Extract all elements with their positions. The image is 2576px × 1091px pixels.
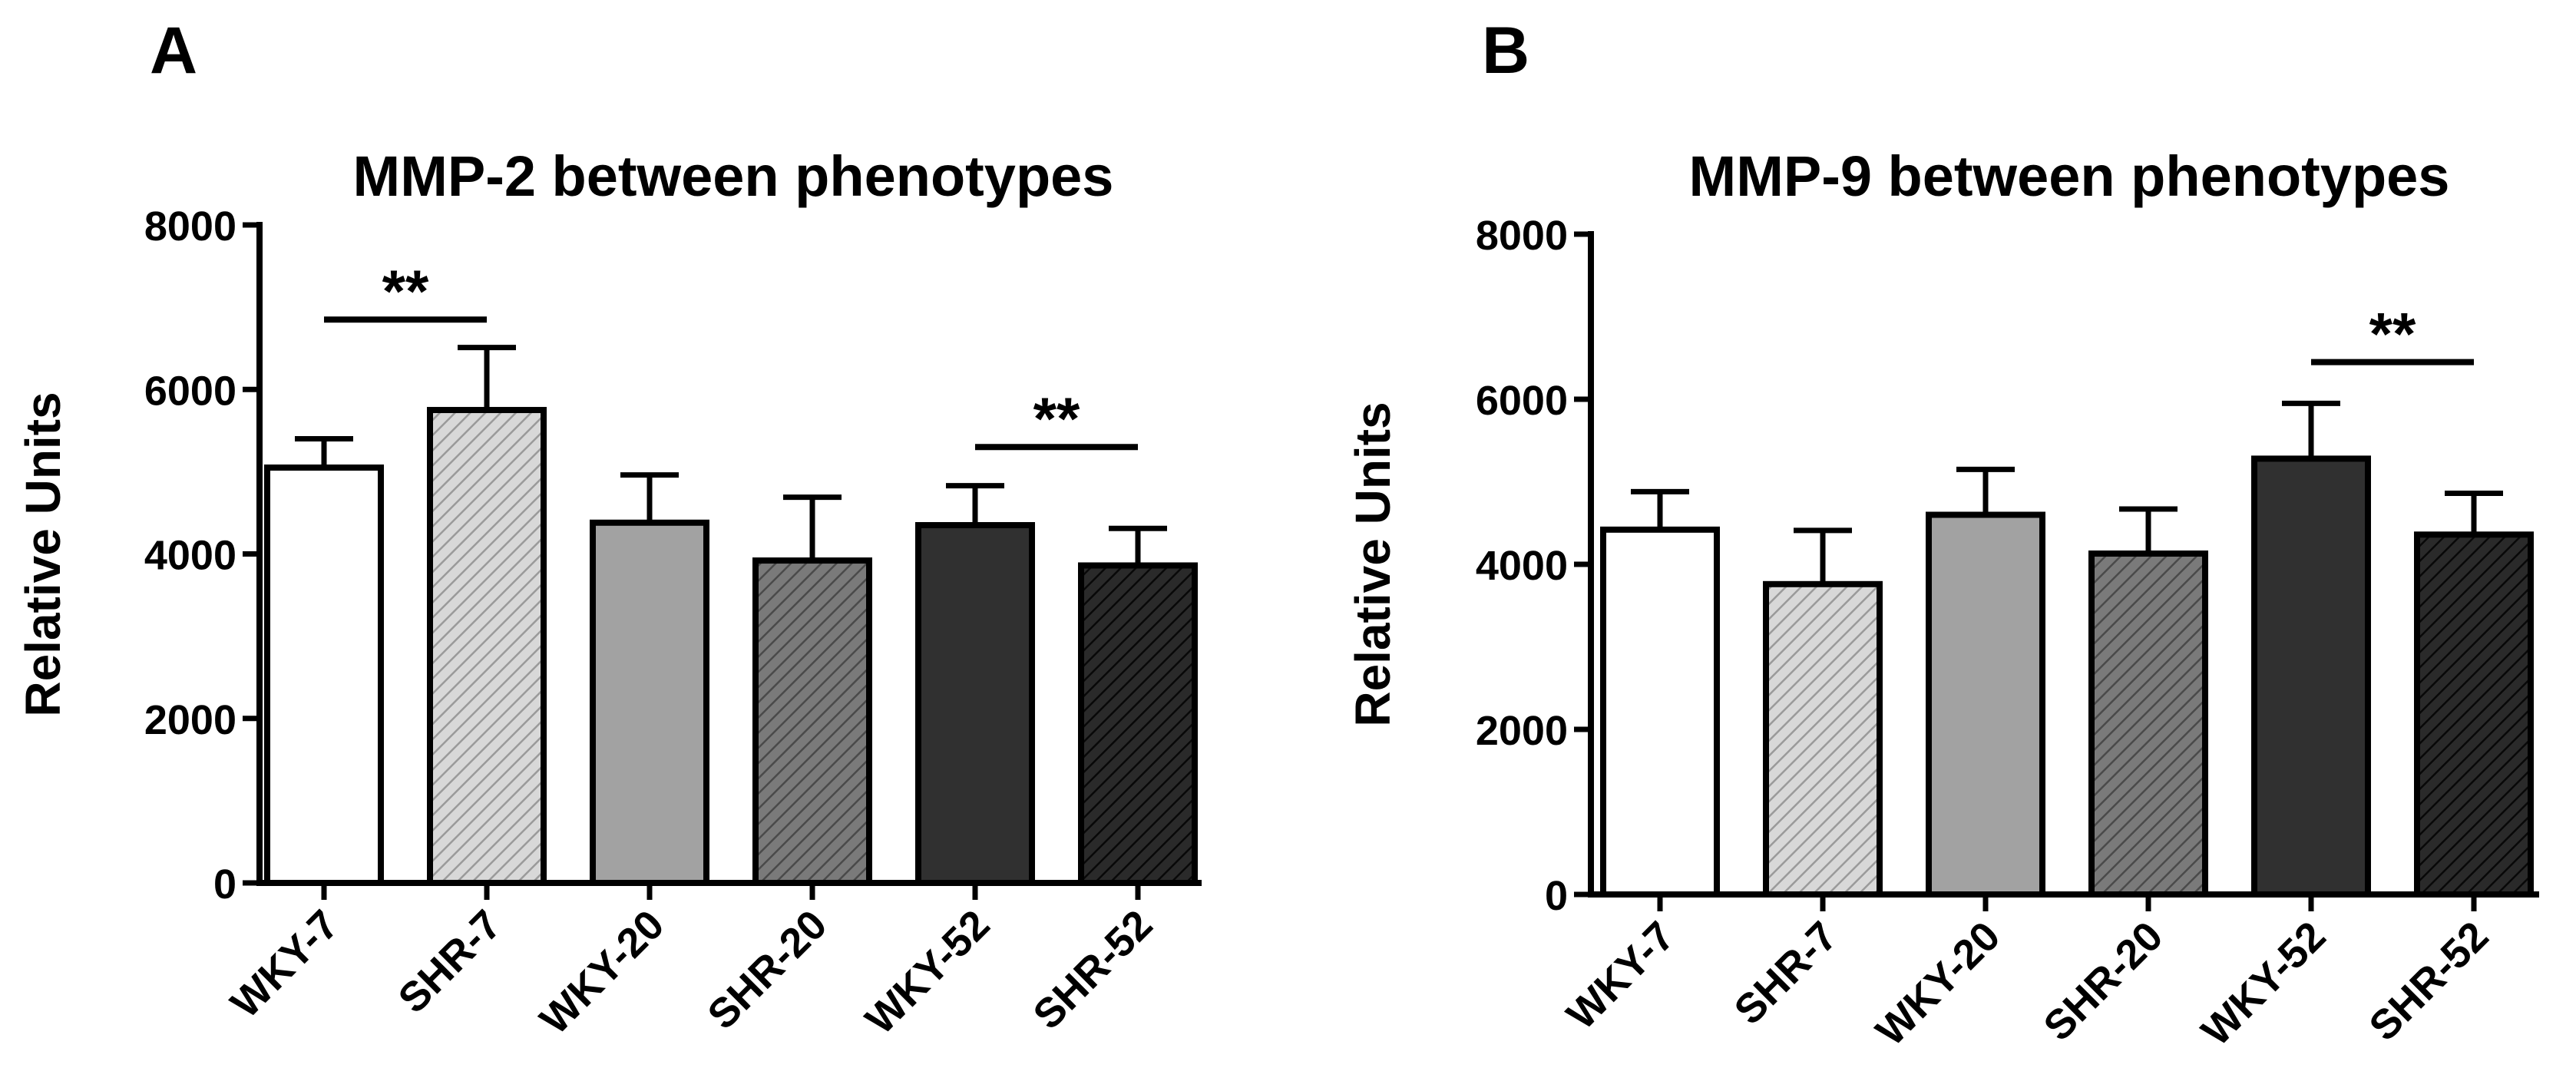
- y-axis-label: Relative Units: [15, 392, 71, 716]
- y-tick-label: 8000: [144, 203, 236, 250]
- x-tick-label: SHR-7: [1725, 913, 1846, 1033]
- panel-label: A: [150, 14, 197, 88]
- x-tick-label: SHR-20: [2035, 913, 2171, 1050]
- significance-label: **: [2369, 300, 2416, 368]
- bar: [427, 407, 547, 886]
- bar: [1078, 562, 1198, 886]
- x-tick-label: WKY-52: [857, 901, 999, 1043]
- y-tick-label: 6000: [1476, 378, 1568, 424]
- x-tick-label: WKY-7: [222, 901, 347, 1027]
- y-tick-label: 0: [1545, 873, 1568, 919]
- y-tick-label: 2000: [144, 697, 236, 743]
- bar: [752, 557, 872, 886]
- chart-panel-b: B MMP-9 between phenotypes Relative Unit…: [1345, 14, 2539, 1055]
- bar: [2088, 550, 2208, 898]
- plot-area: 0 2000 4000 6000 8000 WKY-7 SHR-7 WKY-20 SHR-20 W…: [1476, 213, 2539, 1055]
- y-tick-label: 4000: [144, 533, 236, 579]
- x-tick-label: WKY-20: [531, 901, 673, 1043]
- bar: [264, 465, 384, 886]
- bar: [2414, 531, 2534, 898]
- chart-title: MMP-2 between phenotypes: [353, 144, 1114, 208]
- significance-label: **: [1033, 385, 1080, 452]
- x-tick-label: SHR-20: [699, 901, 835, 1038]
- bar: [1600, 526, 1720, 898]
- x-tick-label: SHR-7: [389, 901, 510, 1022]
- y-tick-label: 0: [213, 861, 236, 908]
- panel-label: B: [1482, 14, 1529, 88]
- x-tick-label: SHR-52: [2360, 913, 2497, 1050]
- y-tick-label: 8000: [1476, 213, 1568, 259]
- y-tick-label: 2000: [1476, 708, 1568, 754]
- y-tick-label: 4000: [1476, 543, 1568, 589]
- x-tick-label: WKY-20: [1867, 913, 2009, 1055]
- significance-label: **: [382, 257, 429, 325]
- bar: [1763, 580, 1883, 898]
- y-tick-label: 6000: [144, 368, 236, 414]
- bar: [2251, 455, 2371, 898]
- plot-area: 0 2000 4000 6000 8000 WKY-7 SHR-7 WKY-20 SHR-20 W…: [144, 203, 1202, 1043]
- y-axis-label: Relative Units: [1345, 402, 1400, 726]
- chart-title: MMP-9 between phenotypes: [1689, 144, 2450, 208]
- x-tick-label: SHR-52: [1024, 901, 1161, 1038]
- bar: [590, 519, 709, 886]
- bar: [1926, 511, 2045, 898]
- bar: [915, 522, 1035, 886]
- x-tick-label: WKY-52: [2193, 913, 2335, 1055]
- chart-panel-a: A MMP-2 between phenotypes Relative Unit…: [15, 14, 1202, 1043]
- x-tick-label: WKY-7: [1558, 913, 1683, 1038]
